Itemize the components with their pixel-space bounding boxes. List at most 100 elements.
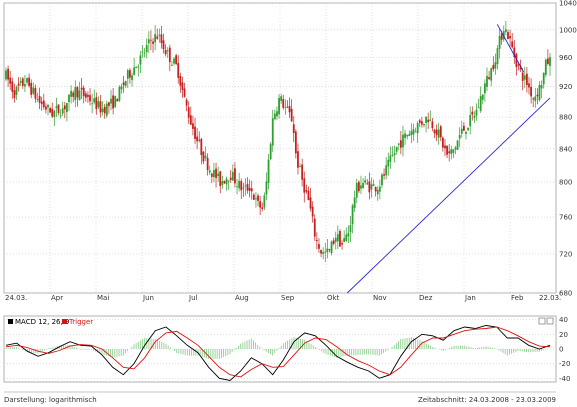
footer-scale-text: Darstellung: logarithmisch	[4, 396, 97, 404]
candle-body	[17, 83, 20, 86]
candle-body	[192, 123, 194, 129]
candle-body	[150, 39, 152, 41]
candle-body	[229, 177, 232, 180]
candle-body	[465, 131, 467, 134]
trendline	[496, 24, 525, 73]
candle-body	[189, 115, 192, 125]
candle-body	[330, 241, 333, 254]
candle-body	[517, 64, 520, 66]
candle-body	[334, 237, 337, 242]
candle-body	[429, 119, 432, 121]
candle-body	[57, 104, 60, 113]
candle-body	[345, 234, 348, 241]
price-y-tick-label: 880	[559, 114, 572, 122]
candle-body	[72, 92, 75, 97]
price-x-tick-label: Jan	[464, 294, 476, 302]
candle-body	[198, 139, 201, 141]
candle-body	[259, 201, 262, 208]
candle-body	[504, 29, 507, 32]
candle-body	[454, 147, 457, 150]
macd-y-tick-label: 40	[559, 316, 568, 324]
candle-body	[366, 183, 369, 185]
candle-body	[122, 82, 125, 86]
candle-body	[59, 115, 62, 117]
candle-body	[483, 83, 486, 94]
candle-body	[473, 115, 476, 118]
candle-body	[488, 77, 490, 80]
candle-body	[250, 188, 253, 192]
candle-body	[534, 96, 537, 101]
candle-body	[381, 174, 383, 186]
candle-body	[74, 87, 77, 101]
candle-body	[206, 157, 209, 170]
candle-body	[416, 123, 419, 134]
candle-body	[313, 218, 316, 237]
candle-body	[530, 86, 532, 97]
candle-body	[61, 108, 64, 114]
close-icon[interactable]	[546, 317, 554, 325]
candle-body	[408, 134, 411, 137]
candle-body	[294, 131, 297, 154]
candle-body	[231, 171, 234, 181]
candle-body	[47, 104, 49, 108]
candle-body	[87, 94, 89, 97]
candle-body	[324, 251, 327, 253]
candle-body	[311, 206, 314, 217]
candle-body	[477, 107, 480, 109]
candle-body	[368, 181, 371, 193]
candle-body	[278, 97, 280, 115]
candle-body	[389, 155, 392, 162]
candle-body	[292, 124, 295, 134]
price-y-tick-label: 720	[559, 250, 572, 258]
candle-body	[383, 174, 385, 176]
macd-legend-swatch	[8, 319, 13, 324]
candle-body	[143, 52, 146, 54]
candle-body	[402, 134, 404, 148]
candle-body	[399, 140, 402, 148]
candle-body	[215, 168, 217, 178]
price-grid	[4, 2, 556, 294]
candle-body	[95, 97, 98, 110]
candle-body	[276, 111, 278, 117]
candle-body	[131, 75, 133, 81]
candle-body	[318, 244, 320, 249]
candle-body	[114, 95, 117, 107]
price-y-ticks: 680 720 760 800 840 880 920 960 1000 1040	[559, 0, 577, 298]
candle-body	[108, 102, 110, 106]
candle-body	[509, 35, 511, 39]
candle-body	[490, 68, 493, 81]
candle-body	[162, 40, 165, 50]
candle-body	[213, 170, 215, 178]
candle-body	[431, 121, 434, 129]
minimize-icon[interactable]	[538, 317, 546, 325]
candle-body	[326, 248, 329, 252]
candle-body	[412, 129, 415, 135]
candle-body	[364, 180, 367, 183]
candle-body	[351, 205, 354, 225]
candle-body	[271, 118, 274, 146]
candle-body	[160, 34, 163, 44]
candle-body	[223, 181, 226, 184]
panel-controls[interactable]	[538, 317, 554, 325]
candle-body	[234, 168, 236, 184]
candle-body	[208, 170, 211, 173]
candle-body	[183, 88, 186, 97]
candle-body	[217, 173, 220, 176]
price-y-tick-label: 680	[559, 290, 572, 298]
candle-body	[168, 47, 171, 63]
candle-body	[332, 240, 335, 244]
candle-body	[101, 108, 104, 113]
footer-range-text: Zeitabschnitt: 24.03.2008 - 23.03.2009	[418, 396, 556, 404]
candle-body	[282, 99, 285, 108]
candle-body	[263, 195, 266, 208]
candle-body	[374, 186, 377, 192]
candle-body	[397, 143, 400, 145]
candle-body	[387, 159, 390, 167]
candle-body	[173, 58, 175, 64]
candle-body	[141, 51, 144, 53]
candle-body	[511, 41, 514, 48]
candle-body	[13, 90, 16, 98]
candle-body	[200, 139, 203, 156]
